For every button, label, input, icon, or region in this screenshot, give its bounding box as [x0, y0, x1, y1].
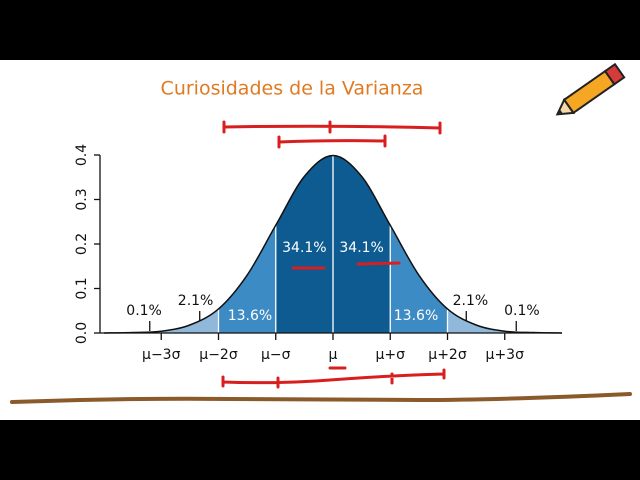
x-tick-label: μ−3σ [142, 347, 181, 363]
annotations [221, 120, 446, 389]
x-tick-label: μ−2σ [199, 347, 238, 363]
y-tick-label: 0.0 [74, 322, 90, 344]
red-mark [291, 261, 401, 270]
x-tick-label: μ+3σ [486, 347, 525, 363]
y-tick-label: 0.3 [74, 188, 90, 210]
region-label: 34.1% [282, 240, 326, 256]
red-mark [221, 366, 446, 389]
red-mark [222, 120, 442, 135]
region-label: 13.6% [228, 308, 272, 324]
region-label: 13.6% [394, 308, 438, 324]
region-label: 0.1% [504, 303, 540, 319]
chart-title: Curiosidades de la Varianza [161, 78, 424, 100]
pencil-icon [555, 62, 626, 116]
region-label: 0.1% [126, 303, 162, 319]
y-tick-label: 0.1 [74, 277, 90, 299]
brown-line [10, 392, 632, 404]
red-mark [277, 134, 387, 149]
x-tick-label: μ−σ [261, 347, 291, 363]
y-tick-label: 0.4 [74, 144, 90, 166]
region-label: 2.1% [178, 293, 214, 309]
region-label: 34.1% [339, 240, 383, 256]
region-label: 2.1% [453, 293, 489, 309]
curve [103, 154, 563, 334]
y-tick-label: 0.2 [74, 233, 90, 255]
x-tick-label: μ [329, 347, 338, 363]
x-tick-label: μ+2σ [428, 347, 467, 363]
x-tick-label: μ+σ [375, 347, 405, 363]
